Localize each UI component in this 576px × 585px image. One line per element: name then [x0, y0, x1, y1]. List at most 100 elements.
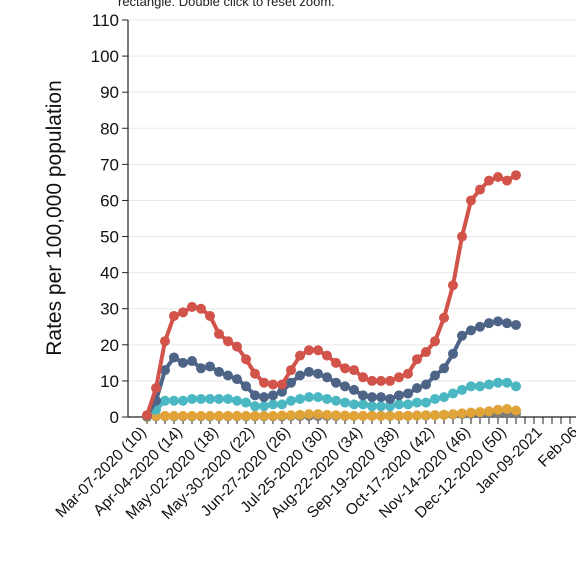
data-point[interactable]	[322, 372, 332, 383]
data-point[interactable]	[367, 410, 377, 421]
series-group[interactable]	[142, 170, 521, 422]
data-point[interactable]	[340, 410, 350, 421]
data-point[interactable]	[178, 307, 188, 318]
data-point[interactable]	[169, 395, 179, 406]
data-point[interactable]	[493, 377, 503, 388]
data-point[interactable]	[268, 399, 278, 410]
data-point[interactable]	[358, 372, 368, 383]
data-point[interactable]	[340, 397, 350, 408]
data-point[interactable]	[259, 377, 269, 388]
data-point[interactable]	[304, 345, 314, 356]
data-point[interactable]	[457, 231, 467, 242]
data-point[interactable]	[160, 336, 170, 347]
data-point[interactable]	[178, 410, 188, 421]
data-point[interactable]	[160, 365, 170, 376]
data-point[interactable]	[214, 393, 224, 404]
data-point[interactable]	[232, 341, 242, 352]
data-point[interactable]	[196, 363, 206, 374]
data-point[interactable]	[376, 401, 386, 412]
data-point[interactable]	[259, 401, 269, 412]
data-point[interactable]	[511, 381, 521, 392]
data-point[interactable]	[493, 316, 503, 327]
data-point[interactable]	[376, 375, 386, 386]
data-point[interactable]	[277, 410, 287, 421]
data-point[interactable]	[232, 374, 242, 385]
data-point[interactable]	[304, 409, 314, 420]
data-point[interactable]	[286, 377, 296, 388]
data-point[interactable]	[277, 379, 287, 390]
data-point[interactable]	[259, 392, 269, 403]
data-point[interactable]	[421, 379, 431, 390]
series-line[interactable]	[142, 316, 521, 421]
data-point[interactable]	[493, 404, 503, 415]
data-point[interactable]	[232, 410, 242, 421]
data-point[interactable]	[295, 393, 305, 404]
data-point[interactable]	[376, 392, 386, 403]
data-point[interactable]	[349, 410, 359, 421]
data-point[interactable]	[502, 175, 512, 186]
data-point[interactable]	[169, 310, 179, 321]
data-point[interactable]	[286, 365, 296, 376]
data-point[interactable]	[349, 399, 359, 410]
data-point[interactable]	[448, 409, 458, 420]
data-point[interactable]	[394, 399, 404, 410]
data-point[interactable]	[457, 330, 467, 341]
data-point[interactable]	[232, 395, 242, 406]
data-point[interactable]	[421, 397, 431, 408]
data-point[interactable]	[385, 393, 395, 404]
data-point[interactable]	[439, 409, 449, 420]
data-point[interactable]	[484, 406, 494, 417]
data-point[interactable]	[241, 354, 251, 365]
data-point[interactable]	[277, 386, 287, 397]
data-point[interactable]	[394, 390, 404, 401]
data-point[interactable]	[421, 410, 431, 421]
data-point[interactable]	[385, 401, 395, 412]
data-point[interactable]	[511, 319, 521, 330]
data-point[interactable]	[412, 383, 422, 394]
data-point[interactable]	[385, 410, 395, 421]
data-point[interactable]	[493, 171, 503, 182]
data-point[interactable]	[484, 379, 494, 390]
data-point[interactable]	[502, 377, 512, 388]
data-point[interactable]	[268, 410, 278, 421]
data-point[interactable]	[367, 392, 377, 403]
data-point[interactable]	[241, 397, 251, 408]
data-point[interactable]	[313, 409, 323, 420]
data-point[interactable]	[268, 390, 278, 401]
data-point[interactable]	[196, 303, 206, 314]
data-point[interactable]	[412, 397, 422, 408]
series-line[interactable]	[142, 377, 521, 422]
data-point[interactable]	[457, 408, 467, 419]
data-point[interactable]	[448, 388, 458, 399]
data-point[interactable]	[475, 406, 485, 417]
data-point[interactable]	[484, 175, 494, 186]
data-point[interactable]	[295, 370, 305, 381]
data-point[interactable]	[295, 350, 305, 361]
data-point[interactable]	[403, 388, 413, 399]
data-point[interactable]	[475, 381, 485, 392]
data-point[interactable]	[322, 350, 332, 361]
data-point[interactable]	[430, 393, 440, 404]
data-point[interactable]	[466, 407, 476, 418]
data-point[interactable]	[178, 395, 188, 406]
data-point[interactable]	[340, 363, 350, 374]
data-point[interactable]	[259, 410, 269, 421]
data-point[interactable]	[439, 363, 449, 374]
data-point[interactable]	[502, 318, 512, 329]
data-point[interactable]	[223, 410, 233, 421]
data-point[interactable]	[313, 368, 323, 379]
data-point[interactable]	[286, 410, 296, 421]
data-point[interactable]	[439, 312, 449, 323]
data-point[interactable]	[214, 366, 224, 377]
data-point[interactable]	[457, 384, 467, 395]
data-point[interactable]	[322, 409, 332, 420]
data-point[interactable]	[394, 372, 404, 383]
data-point[interactable]	[511, 170, 521, 181]
data-point[interactable]	[196, 393, 206, 404]
data-point[interactable]	[349, 365, 359, 376]
data-point[interactable]	[322, 393, 332, 404]
data-point[interactable]	[178, 357, 188, 368]
data-point[interactable]	[466, 381, 476, 392]
data-point[interactable]	[304, 366, 314, 377]
